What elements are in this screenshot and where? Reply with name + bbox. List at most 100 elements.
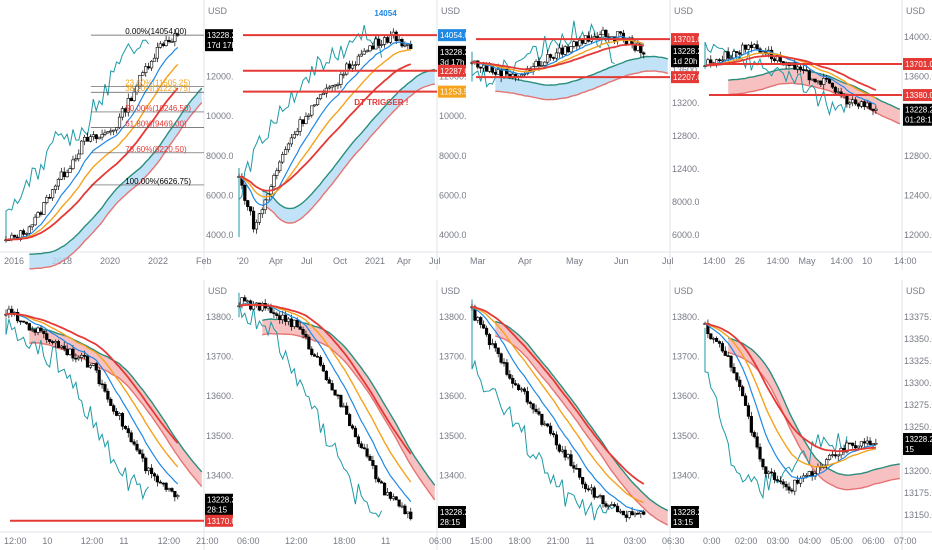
ema-fast <box>6 46 179 241</box>
candle-body <box>807 70 811 81</box>
price-tick-label: 8000.00 <box>672 197 700 207</box>
cloud-span-b <box>495 335 669 526</box>
candle-body <box>132 91 136 101</box>
fib-level-label: 100.00%(6626.75) <box>125 177 191 186</box>
candle-body <box>569 454 573 466</box>
candle-body <box>56 341 61 348</box>
candle-body <box>100 134 104 138</box>
candle-body <box>327 86 331 89</box>
candle-body <box>149 60 154 69</box>
price-tick-label: 13375.00 <box>904 312 932 322</box>
candle-body <box>318 94 323 100</box>
fib-level-label: 23.60%(11505.25) <box>125 79 191 88</box>
candle-body <box>301 328 305 335</box>
candle-body <box>62 171 66 178</box>
candle-body <box>770 471 774 474</box>
chart-panel-8[interactable]: USD 13375.00 13350.00 13325.00 13300.00 13275… <box>699 280 932 550</box>
candle-body <box>115 411 119 416</box>
candle-body <box>327 379 331 384</box>
candle-body <box>790 489 794 492</box>
candle-body <box>871 443 875 446</box>
candle-body <box>158 43 162 48</box>
candle-body <box>749 416 753 433</box>
candle-body <box>39 327 43 332</box>
candle-body <box>62 345 66 350</box>
price-tick-label: 13175.00 <box>904 488 932 498</box>
candle-body <box>286 143 291 150</box>
candle-body <box>97 136 101 140</box>
candle-body <box>604 503 608 507</box>
chart-panel-3[interactable]: USD14000.0013600.0013200.0012800.0012400… <box>466 0 700 270</box>
time-tick-label: May <box>566 256 584 266</box>
time-tick-label: 05:00 <box>830 536 853 546</box>
candle-body <box>627 511 631 518</box>
candle-body <box>243 184 247 201</box>
candle-body <box>298 326 302 330</box>
candle-body <box>825 459 829 466</box>
lagging-span <box>704 327 848 500</box>
candle-body <box>68 168 72 173</box>
candle-body <box>371 45 375 50</box>
fib-level-label: 61.80%(9469.00) <box>125 120 187 129</box>
candle-body <box>149 467 154 474</box>
candle-body <box>775 479 780 482</box>
currency-label: USD <box>906 6 926 16</box>
price-tick-label: 13200.00 <box>904 466 932 476</box>
chart-svg: USD14000.0013600.0013200.0012800.0012400… <box>699 0 932 270</box>
time-tick-label: 06:00 <box>237 536 260 546</box>
chart-panel-7[interactable]: USD 13800.00 13700.00 13600.00 13500.00 13400… <box>466 280 700 550</box>
fib-level-label: 78.60%(8220.50) <box>125 145 187 154</box>
candle-body <box>845 442 849 453</box>
chart-panel-6[interactable]: USD 13800.00 13700.00 13600.00 13500.00 13400… <box>233 280 467 550</box>
price-tick-label: 6000.00 <box>672 230 700 240</box>
candle-body <box>741 44 745 55</box>
time-tick-label: 21:00 <box>547 536 570 546</box>
candle-body <box>374 465 378 480</box>
time-tick-label: 2021 <box>365 256 385 266</box>
candle-body <box>391 496 395 499</box>
candle-body <box>563 46 567 55</box>
lagging-span <box>5 39 150 243</box>
candle-body <box>493 72 497 75</box>
candle-body <box>173 33 177 42</box>
last-price-label-box <box>205 29 234 52</box>
time-tick-label: 11 <box>119 536 128 546</box>
candle-body <box>167 488 171 490</box>
price-tick-label: 13600.00 <box>672 391 700 401</box>
candle-body <box>388 34 392 43</box>
candle-body <box>138 74 142 87</box>
candle-body <box>743 44 748 50</box>
candle-body <box>65 172 69 178</box>
orange-level-label-box <box>438 85 467 98</box>
candle-body <box>292 319 296 327</box>
candle-body <box>53 185 58 190</box>
chart-panel-1[interactable]: USD14000.0012000.0010000.008000.006000.0… <box>0 0 234 270</box>
candle-body <box>321 92 326 96</box>
candle-body <box>339 74 343 85</box>
candle-body <box>382 37 387 45</box>
cloud-span-a <box>495 320 669 512</box>
candle-body <box>330 85 334 88</box>
candle-body <box>48 339 52 342</box>
candle-body <box>348 63 352 69</box>
candle-body <box>112 405 116 412</box>
candle-body <box>476 317 480 321</box>
chart-panel-4[interactable]: USD14000.0013600.0013200.0012800.0012400… <box>699 0 932 270</box>
chart-panel-2[interactable]: USD14000.0012000.0010000.008000.006000.0… <box>233 0 467 270</box>
price-tick-label: 13700.00 <box>672 352 700 362</box>
lagging-span <box>471 299 615 521</box>
candle-body <box>833 454 837 457</box>
candle-body <box>164 482 168 490</box>
candle-body <box>170 41 174 43</box>
time-tick-label: 2020 <box>100 256 120 266</box>
candle-body <box>321 364 326 372</box>
red-level-label-box <box>438 64 467 77</box>
ema-fast <box>704 322 877 479</box>
candle-body <box>129 432 133 443</box>
candle-body <box>400 505 404 508</box>
candle-body <box>636 42 640 51</box>
chart-panel-5[interactable]: USD 13800.00 13700.00 13600.00 13500.00 13400… <box>0 280 234 550</box>
price-tick-label: 12000.00 <box>206 72 234 82</box>
time-tick-label: Apr <box>518 256 532 266</box>
